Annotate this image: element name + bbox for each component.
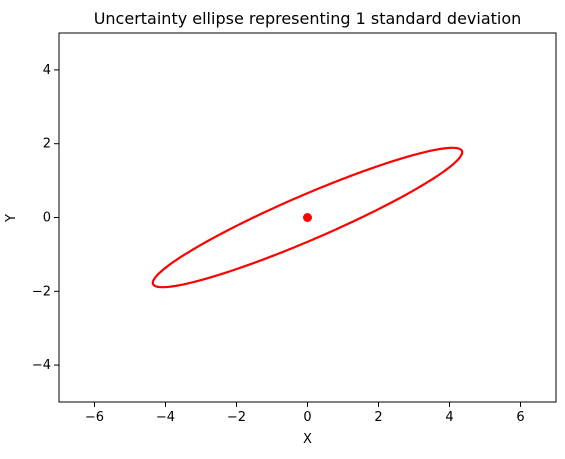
x-axis-label: X (303, 432, 312, 447)
y-tick-label: −2 (32, 284, 51, 299)
x-tick-label: −4 (156, 410, 175, 425)
x-tick-label: −2 (227, 410, 246, 425)
x-tick-label: 0 (303, 410, 311, 425)
x-tick-label: 4 (445, 410, 453, 425)
x-tick-label: −6 (85, 410, 104, 425)
center-point (303, 213, 312, 222)
chart-title: Uncertainty ellipse representing 1 stand… (94, 9, 522, 28)
y-tick-label: 2 (43, 137, 51, 152)
y-tick-label: −4 (32, 358, 51, 373)
y-axis-label: Y (4, 214, 19, 223)
y-tick-label: 0 (43, 211, 51, 226)
uncertainty-ellipse (151, 146, 464, 289)
x-tick-label: 6 (516, 410, 524, 425)
x-tick-label: 2 (374, 410, 382, 425)
series-layer (151, 146, 464, 289)
x-axis-ticks: −6 −4 −2 0 2 4 6 (85, 402, 525, 425)
y-axis-ticks: −4 −2 0 2 4 (32, 63, 59, 373)
y-tick-label: 4 (43, 63, 51, 78)
